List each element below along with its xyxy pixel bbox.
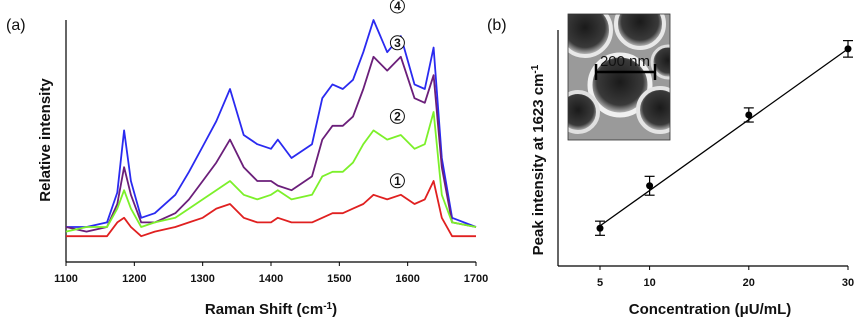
- series-marker-label-4: 4: [394, 0, 401, 13]
- spectrum-line-1: [66, 19, 477, 228]
- data-point-5: [596, 224, 604, 232]
- panel-b-x-axis-title: Concentration (μU/mL): [629, 301, 792, 318]
- panel-b-y-axis-title: Peak intensity at 1623 cm-1: [530, 64, 547, 255]
- panel-b-fit-group: [599, 48, 849, 227]
- panel-a-xlabel-main: Raman Shift (cm: [205, 301, 323, 318]
- series-marker-2: [389, 108, 405, 124]
- tick-label-1700: 1700: [464, 273, 488, 285]
- panel-b-ylabel-sup: -1: [530, 64, 541, 73]
- panel-a-y-axis-title: Relative intensity: [37, 78, 54, 202]
- tick-label-1200: 1200: [122, 273, 146, 285]
- series-marker-3: [389, 35, 405, 51]
- panel-a-markers-group: 4 3 2 1: [389, 0, 405, 189]
- data-point-10: [646, 182, 654, 190]
- data-point-30: [844, 45, 852, 53]
- tick-label-1400: 1400: [259, 273, 283, 285]
- panel-a-x-axis-title: Raman Shift (cm-1): [205, 301, 337, 318]
- panel-a-series-group: [65, 19, 477, 238]
- panel-a-xlabel-close: ): [332, 301, 337, 318]
- panel-b-x-ticks: 5 10 20 30: [597, 266, 854, 289]
- sem-inset-image: 200 nm: [567, 13, 671, 141]
- panel-b-ylabel-main: Peak intensity at 1623 cm: [530, 74, 547, 256]
- b-tick-label-30: 30: [842, 277, 854, 289]
- series-marker-label-3: 3: [394, 36, 401, 50]
- spectrum-line-4: [66, 180, 476, 238]
- data-point-20: [745, 111, 753, 119]
- tick-label-1600: 1600: [395, 273, 419, 285]
- tick-label-1100: 1100: [54, 273, 78, 285]
- panel-a-label: (a): [6, 17, 26, 34]
- fit-line: [599, 48, 849, 227]
- panel-b-points-group: [595, 40, 853, 236]
- panel-a-x-ticks: 1100 1200 1300 1400 1500 1600 1700: [54, 262, 488, 285]
- scale-bar-label: 200 nm: [600, 53, 650, 70]
- b-tick-label-10: 10: [643, 277, 655, 289]
- spectrum-line-3: [65, 111, 477, 233]
- b-tick-label-5: 5: [597, 277, 603, 289]
- series-marker-label-2: 2: [394, 109, 401, 123]
- panel-b-label: (b): [487, 17, 507, 34]
- series-marker-label-1: 1: [394, 174, 401, 188]
- b-tick-label-20: 20: [743, 277, 755, 289]
- panel-a-xlabel-sup: -1: [323, 301, 332, 312]
- series-marker-4: [389, 0, 405, 14]
- tick-label-1500: 1500: [327, 273, 351, 285]
- series-marker-1: [389, 173, 405, 189]
- spectrum-line-2: [65, 55, 477, 233]
- tick-label-1300: 1300: [190, 273, 214, 285]
